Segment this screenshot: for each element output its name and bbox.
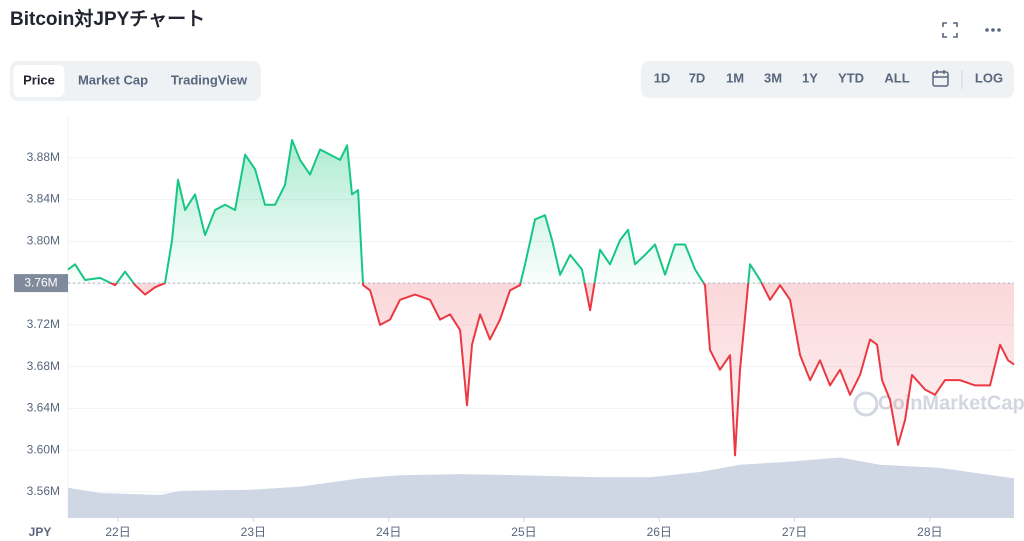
y-tick-label: 3.68M — [27, 359, 60, 373]
y-tick-label: 3.84M — [27, 192, 60, 206]
baseline-label: 3.76M — [24, 275, 57, 289]
tab[interactable]: Market Cap — [78, 72, 148, 87]
x-tick-label: 24日 — [376, 525, 401, 539]
fullscreen-icon[interactable] — [942, 22, 958, 38]
price-line — [67, 139, 1015, 457]
tab[interactable]: Price — [23, 72, 55, 87]
price-area — [68, 140, 1014, 456]
x-tick-label: 25日 — [511, 525, 536, 539]
y-tick-label: 3.60M — [27, 442, 60, 456]
y-tick-label: 3.56M — [27, 484, 60, 498]
chart-title: Bitcoin対JPYチャート — [10, 7, 205, 30]
log-button[interactable]: LOG — [975, 70, 1003, 85]
x-tick-label: 22日 — [105, 525, 130, 539]
y-tick-label: 3.72M — [27, 317, 60, 331]
range-button[interactable]: 1D — [654, 70, 671, 85]
range-button[interactable]: 3M — [764, 70, 782, 85]
x-tick-label: 26日 — [647, 525, 672, 539]
calendar-icon[interactable] — [932, 70, 949, 87]
y-tick-label: 3.80M — [27, 234, 60, 248]
range-button[interactable]: 1Y — [802, 70, 818, 85]
tab-group — [10, 61, 261, 101]
range-button[interactable]: ALL — [884, 70, 909, 85]
currency-label: JPY — [29, 525, 52, 539]
tab[interactable]: TradingView — [171, 72, 248, 87]
more-icon[interactable] — [985, 28, 1001, 32]
active-tab-bg — [13, 65, 65, 97]
baseline-label-bg — [14, 274, 68, 293]
y-tick-label: 3.88M — [27, 150, 60, 164]
watermark: CoinMarketCap — [878, 392, 1024, 414]
y-tick-label: 3.64M — [27, 401, 60, 415]
volume-area — [68, 457, 1014, 518]
range-button[interactable]: 7D — [689, 70, 706, 85]
x-tick-label: 28日 — [917, 525, 942, 539]
range-button[interactable]: 1M — [726, 70, 744, 85]
x-tick-label: 27日 — [782, 525, 807, 539]
range-group — [641, 61, 1014, 98]
range-button[interactable]: YTD — [838, 70, 864, 85]
watermark-logo — [853, 391, 879, 417]
x-tick-label: 23日 — [241, 525, 266, 539]
